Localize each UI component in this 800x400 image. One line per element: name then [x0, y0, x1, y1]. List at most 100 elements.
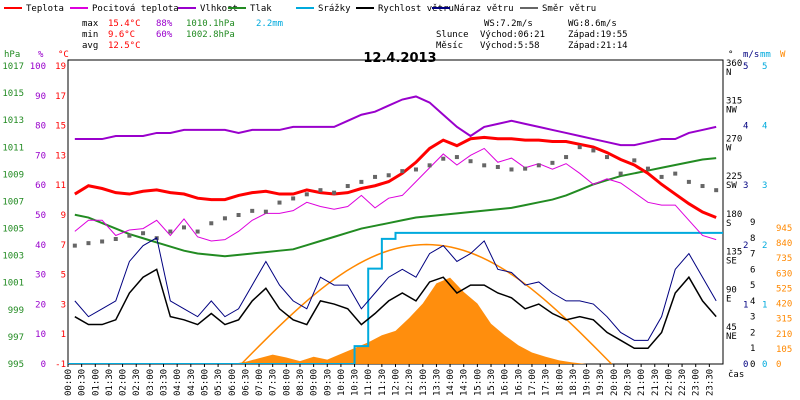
hpa-tick-0: 1017: [2, 62, 24, 72]
x-tick-1: 00:30: [78, 369, 88, 396]
wind-dir-point-24: [400, 169, 405, 174]
degc-tick-7: 5: [61, 271, 66, 281]
dir-tick-deg-7: 45: [726, 323, 737, 333]
x-tick-3: 01:30: [105, 369, 115, 396]
pct-tick-9: 10: [35, 330, 46, 340]
x-tick-32: 16:00: [501, 369, 511, 396]
mm-tick-1: 4: [762, 122, 767, 132]
x-tick-28: 14:00: [446, 369, 456, 396]
wind-gust: WG:8.6m/s: [568, 19, 617, 29]
legend-label-2: Vlhkost: [200, 4, 238, 14]
series-temperature: [74, 135, 717, 219]
moon-label: Měsíc: [436, 41, 463, 51]
dir-tick-name-2: W: [726, 143, 732, 153]
plot-clipped: [68, 95, 723, 364]
x-tick-38: 19:00: [583, 369, 593, 396]
wind-dir-point-33: [523, 166, 528, 171]
degc-tick-10: -1: [55, 360, 66, 370]
x-tick-13: 06:30: [241, 369, 251, 396]
legend-label-3: Tlak: [250, 4, 272, 14]
wind-dir-point-41: [632, 158, 637, 163]
legend: Teplota Pocitová teplota Vlhkost Tlak Srážky…: [0, 0, 800, 14]
legend-label-1: Pocitová teplota: [92, 4, 179, 14]
wind-dir-point-38: [591, 148, 596, 153]
solar-tick-2: 735: [776, 254, 792, 264]
hpa-tick-5: 1007: [2, 197, 24, 207]
stats-block: max 15.4°C 88% 1010.1hPa 2.2mm min 9.6°C…: [82, 19, 283, 51]
pct-tick-3: 70: [35, 151, 46, 161]
wind-avg: WS:7.2m/s: [484, 19, 533, 29]
solar-tick-9: 0: [776, 360, 781, 370]
degc-tick-2: 15: [55, 122, 66, 132]
moon-set: Západ:21:14: [568, 41, 628, 51]
wind-dir-point-23: [386, 173, 391, 178]
x-tick-17: 08:30: [296, 369, 306, 396]
stat-max-label: max: [82, 19, 99, 29]
ms-tick-3: 2: [743, 241, 748, 251]
x-tick-0: 00:00: [64, 369, 74, 396]
chart-title: 12.4.2013: [363, 51, 436, 66]
degc-tick-3: 13: [55, 151, 66, 161]
wind-dir-point-0: [72, 243, 77, 248]
wind-tick-7: 2: [750, 328, 755, 338]
dir-tick-deg-6: 90: [726, 285, 737, 295]
wind-dir-point-19: [332, 190, 337, 195]
sun-rise: Východ:06:21: [480, 30, 545, 40]
x-axis: 00:00 00:30 01:00 01:30 02:00 02:30 03:00 03:30…: [64, 364, 715, 396]
stat-min-press: 1002.8hPa: [186, 30, 235, 40]
wind-tick-8: 1: [750, 344, 755, 354]
wind-dir-point-20: [345, 184, 350, 189]
wind-dir-point-36: [564, 155, 569, 160]
dir-tick-deg-4: 180: [726, 210, 742, 220]
series-wind-gust: [74, 237, 717, 341]
wind-dir-point-5: [141, 231, 146, 236]
x-tick-41: 20:30: [623, 369, 633, 396]
axes: 1017101510131011100910071005100310019999…: [2, 59, 792, 370]
stat-max-temp: 15.4°C: [108, 19, 141, 29]
wind-tick-4: 5: [750, 281, 755, 291]
solar-tick-4: 525: [776, 284, 792, 294]
dir-tick-deg-0: 360: [726, 59, 742, 69]
ms-tick-2: 3: [743, 181, 748, 191]
series-humidity: [74, 95, 717, 147]
mm-tick-4: 1: [762, 300, 767, 310]
x-tick-29: 14:30: [460, 369, 470, 396]
x-tick-44: 22:00: [664, 369, 674, 396]
pct-tick-0: 100: [30, 62, 46, 72]
wind-dir-point-26: [427, 163, 432, 168]
series-wind-speed: [74, 268, 717, 349]
x-tick-8: 04:00: [173, 369, 183, 396]
pct-tick-10: 0: [41, 360, 46, 370]
wind-dir-point-46: [700, 184, 705, 189]
solar-tick-3: 630: [776, 269, 792, 279]
wind-tick-6: 3: [750, 313, 755, 323]
astro-info: WS:7.2m/s WG:8.6m/s Slunce Východ:06:21 …: [436, 19, 628, 51]
legend-label-4: Srážky: [318, 4, 351, 14]
stat-min-temp: 9.6°C: [108, 30, 135, 40]
wind-dir-point-34: [536, 163, 541, 168]
x-tick-14: 07:00: [255, 369, 265, 396]
x-tick-4: 02:00: [119, 369, 129, 396]
x-tick-2: 01:00: [91, 369, 101, 396]
wind-dir-point-14: [263, 209, 268, 214]
series-feels-like: [74, 147, 717, 242]
mm-tick-0: 5: [762, 62, 767, 72]
x-tick-46: 23:00: [692, 369, 702, 396]
hpa-tick-1: 1015: [2, 89, 24, 99]
hpa-tick-9: 999: [8, 306, 24, 316]
wind-dir-point-4: [127, 233, 132, 238]
wind-dir-point-28: [454, 155, 459, 160]
wind-dir-point-30: [482, 163, 487, 168]
dir-tick-name-6: E: [726, 294, 731, 304]
degc-tick-6: 7: [61, 241, 66, 251]
wind-dir-point-37: [577, 145, 582, 150]
x-tick-33: 16:30: [514, 369, 524, 396]
x-tick-20: 10:00: [337, 369, 347, 396]
x-tick-16: 08:00: [282, 369, 292, 396]
wind-dir-point-17: [304, 192, 309, 197]
ms-tick-4: 1: [743, 300, 748, 310]
x-tick-43: 21:30: [651, 369, 661, 396]
hpa-tick-3: 1011: [2, 143, 24, 153]
wind-dir-point-39: [605, 155, 610, 160]
